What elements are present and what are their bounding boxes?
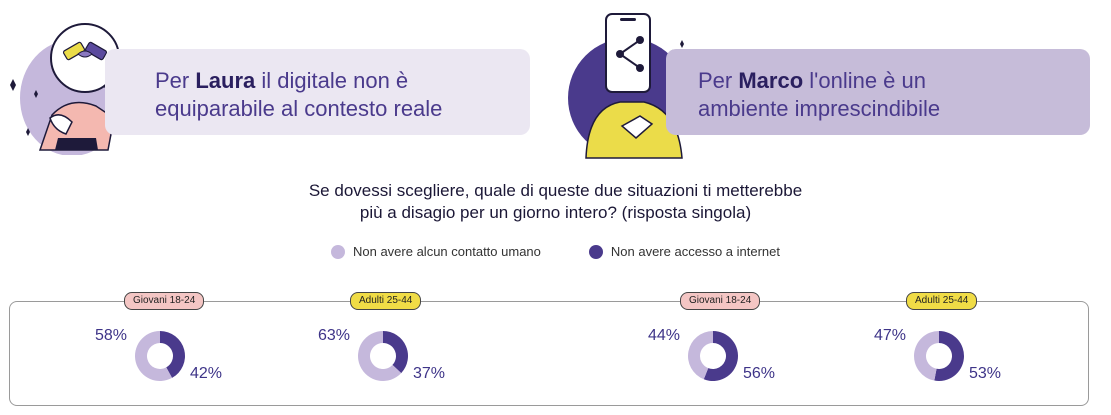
survey-question: Se dovessi scegliere, quale di queste du… (0, 180, 1111, 224)
question-line-1: Se dovessi scegliere, quale di queste du… (308, 181, 803, 200)
donut-slice-human-contact (135, 331, 173, 381)
chart-legend: Non avere alcun contatto umano Non avere… (0, 244, 1111, 259)
banner-marco-prefix: Per (698, 68, 739, 93)
pct-label-3-dark: 56% (743, 365, 776, 382)
donut-slice-human-contact (914, 331, 939, 381)
pct-label-2-light: 63% (318, 327, 351, 344)
banner-laura-line1: il digitale non è (255, 68, 409, 93)
donut-slice-internet (703, 331, 738, 381)
legend-label-human-contact: Non avere alcun contatto umano (352, 244, 541, 259)
banner-marco-name: Marco (738, 68, 804, 93)
banner-marco-line1: l'online è un (803, 68, 927, 93)
banner-laura-prefix: Per (155, 68, 196, 93)
banner-laura-text: Per Laura il digitale non è equiparabile… (155, 67, 442, 123)
donut-slice-human-contact (358, 331, 402, 381)
donut-slice-internet (160, 331, 185, 378)
marco-illustration (568, 13, 688, 159)
pct-label-3-light: 44% (648, 327, 681, 344)
donut-chart-2 (358, 331, 408, 381)
pct-label-4-light: 47% (874, 327, 907, 344)
legend-item-human-contact: Non avere alcun contatto umano (330, 244, 541, 259)
pct-label-1-dark: 42% (190, 365, 223, 382)
pct-label-1-light: 58% (95, 327, 128, 344)
donut-slice-human-contact (688, 331, 713, 380)
donut-chart-3 (688, 331, 738, 381)
group-tag-2: Adulti 25-44 (350, 292, 422, 310)
legend-swatch-dark (588, 244, 603, 259)
donut-slice-internet (934, 331, 964, 381)
donut-chart-4 (914, 331, 964, 381)
legend-item-internet: Non avere accesso a internet (588, 244, 780, 259)
donut-slice-internet (383, 331, 408, 374)
banner-marco (666, 49, 1090, 135)
legend-swatch-light (330, 244, 345, 259)
results-panel (9, 301, 1089, 406)
group-tag-3: Giovani 18-24 (680, 292, 761, 310)
question-line-2: più a disagio per un giorno intero? (ris… (359, 203, 752, 222)
laura-illustration (10, 23, 124, 155)
banner-marco-line2: ambiente imprescindibile (698, 96, 941, 121)
banner-laura-name: Laura (195, 68, 256, 93)
legend-label-internet: Non avere accesso a internet (610, 244, 780, 259)
group-tag-1: Giovani 18-24 (124, 292, 205, 310)
banner-marco-text: Per Marco l'online è un ambiente impresc… (698, 67, 940, 123)
group-tag-4: Adulti 25-44 (906, 292, 978, 310)
donut-chart-1 (135, 331, 185, 381)
pct-label-2-dark: 37% (413, 365, 446, 382)
banner-laura-line2: equiparabile al contesto reale (155, 96, 443, 121)
banner-laura (105, 49, 530, 135)
pct-label-4-dark: 53% (969, 365, 1002, 382)
